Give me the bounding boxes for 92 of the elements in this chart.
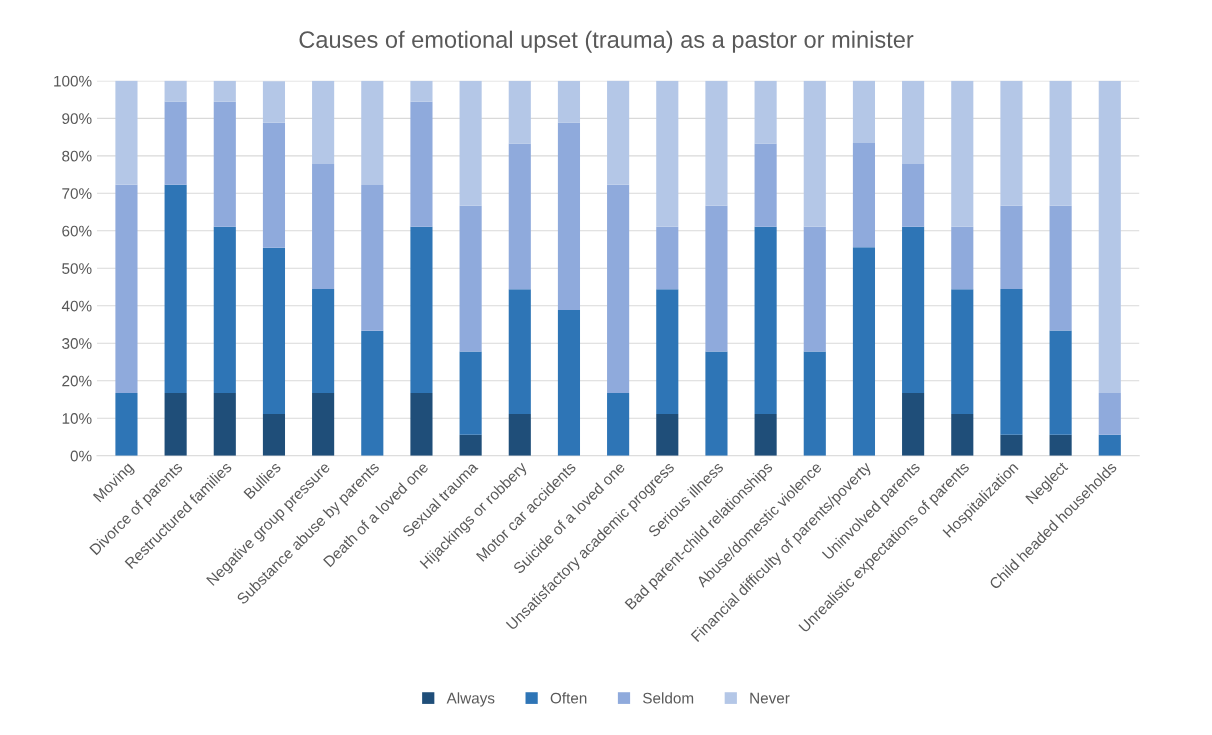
y-tick-label: 100% [54,75,92,87]
bar [705,80,728,206]
bar [656,80,679,227]
bar [656,226,679,290]
bar [1098,80,1121,394]
bar [1000,434,1023,456]
bar [951,289,974,415]
bar [361,330,384,456]
bar [410,393,433,456]
bar [1098,434,1121,456]
bar [312,80,335,165]
bar [902,226,925,394]
bar [557,122,581,310]
bar [164,80,187,102]
bar [164,101,187,185]
bar [459,351,482,435]
bar [951,414,974,456]
legend-label: Seldom [643,692,694,704]
legend-label: Often [550,692,587,704]
bar [262,414,286,456]
y-tick-label: 10% [62,413,92,424]
bar [459,205,482,352]
bar [164,393,187,456]
bar [1098,393,1121,435]
bar [410,226,433,394]
bar [115,80,138,185]
chart-title: Causes of emotional upset (trauma) as a pastor or minister [299,30,914,53]
bar [951,80,974,227]
bar [1000,80,1023,206]
bar [705,205,728,352]
bar [1049,205,1072,331]
bar [410,101,433,227]
bar [508,80,531,144]
bar [262,247,286,415]
bar [312,393,335,456]
y-tick-label: 70% [62,188,92,199]
bar [508,143,531,290]
bar [1049,80,1072,206]
bar [754,143,777,227]
bar [754,414,777,456]
bar [852,80,876,144]
bar [1000,288,1023,435]
bar [607,80,630,185]
bar [803,226,826,352]
bar [557,309,581,456]
bar [213,393,236,456]
bar [1000,205,1023,289]
bar [902,393,925,456]
y-tick-label: 60% [62,225,92,237]
y-tick-label: 90% [62,113,92,125]
bar [115,184,138,394]
bar [754,226,777,415]
bar [754,80,777,144]
y-tick-label: 50% [62,263,92,274]
bar [213,80,236,102]
bar [557,80,581,123]
bar [312,288,335,394]
bar [705,351,728,456]
y-tick-label: 80% [62,150,92,162]
bar [852,247,876,456]
bar [312,164,335,289]
bar [508,414,531,456]
y-tick-label: 20% [62,375,92,387]
y-tick-label: 0% [70,450,92,462]
bar [410,80,433,102]
bar [902,80,925,165]
bar [459,434,482,456]
bar [607,393,630,456]
bar [361,185,384,331]
legend-label: Never [750,692,790,704]
bar [508,289,531,415]
bar [1049,434,1072,456]
bar [607,184,630,394]
bar [459,80,482,206]
bar [656,414,679,456]
bar [164,184,187,394]
bar [262,122,286,248]
bar [213,226,236,394]
bar [852,143,876,248]
bar [213,101,236,227]
y-tick-label: 30% [62,338,92,349]
bar [803,351,826,456]
bar [656,289,679,415]
bar [951,226,974,290]
bar [361,80,384,186]
y-tick-label: 40% [61,300,92,312]
bar [803,80,826,227]
bar [1049,330,1072,435]
bar [115,393,138,456]
bar [262,81,286,123]
legend-label: Always [446,692,495,707]
bar [902,164,925,227]
